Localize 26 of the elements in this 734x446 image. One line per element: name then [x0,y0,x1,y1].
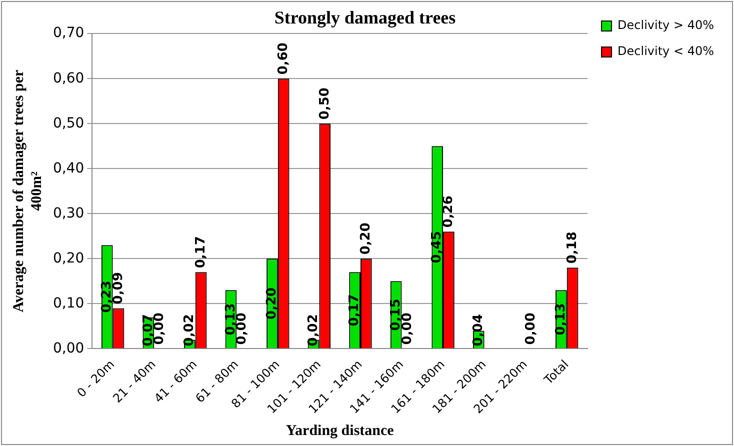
y-tick-label: 0,70 [53,25,84,42]
legend-label: Declivity > 40% [618,18,714,32]
data-label: 0,60 [276,42,291,75]
x-axis-title: Yarding distance [286,422,394,439]
y-tick-label: 0,50 [53,115,84,132]
data-label: 0,09 [110,272,126,304]
y-tick-label: 0,10 [53,295,84,312]
data-label: 0,00 [400,312,415,345]
chart-title: Strongly damaged trees [274,7,456,28]
data-label: 0,50 [317,88,332,120]
y-tick-label: 0,30 [53,205,84,222]
y-tick-label: 0,60 [53,70,84,86]
data-label: 0,20 [358,222,374,255]
data-label: 0,26 [441,196,456,228]
y-axis-title: Average number of damager trees per 400m² [10,70,45,312]
y-tick-label: 0,40 [53,160,84,176]
data-label: 0,17 [193,236,208,268]
data-label: 0,00 [234,312,250,345]
data-label: 0,18 [564,232,580,264]
legend-label: Declivity < 40% [618,44,714,58]
y-tick-label: 0,00 [53,340,84,356]
data-label: 0,00 [524,312,539,345]
data-label: 0,02 [306,314,321,346]
y-tick-label: 0,20 [53,250,84,266]
data-label: 0,02 [182,314,198,346]
data-label: 0,04 [471,314,486,346]
